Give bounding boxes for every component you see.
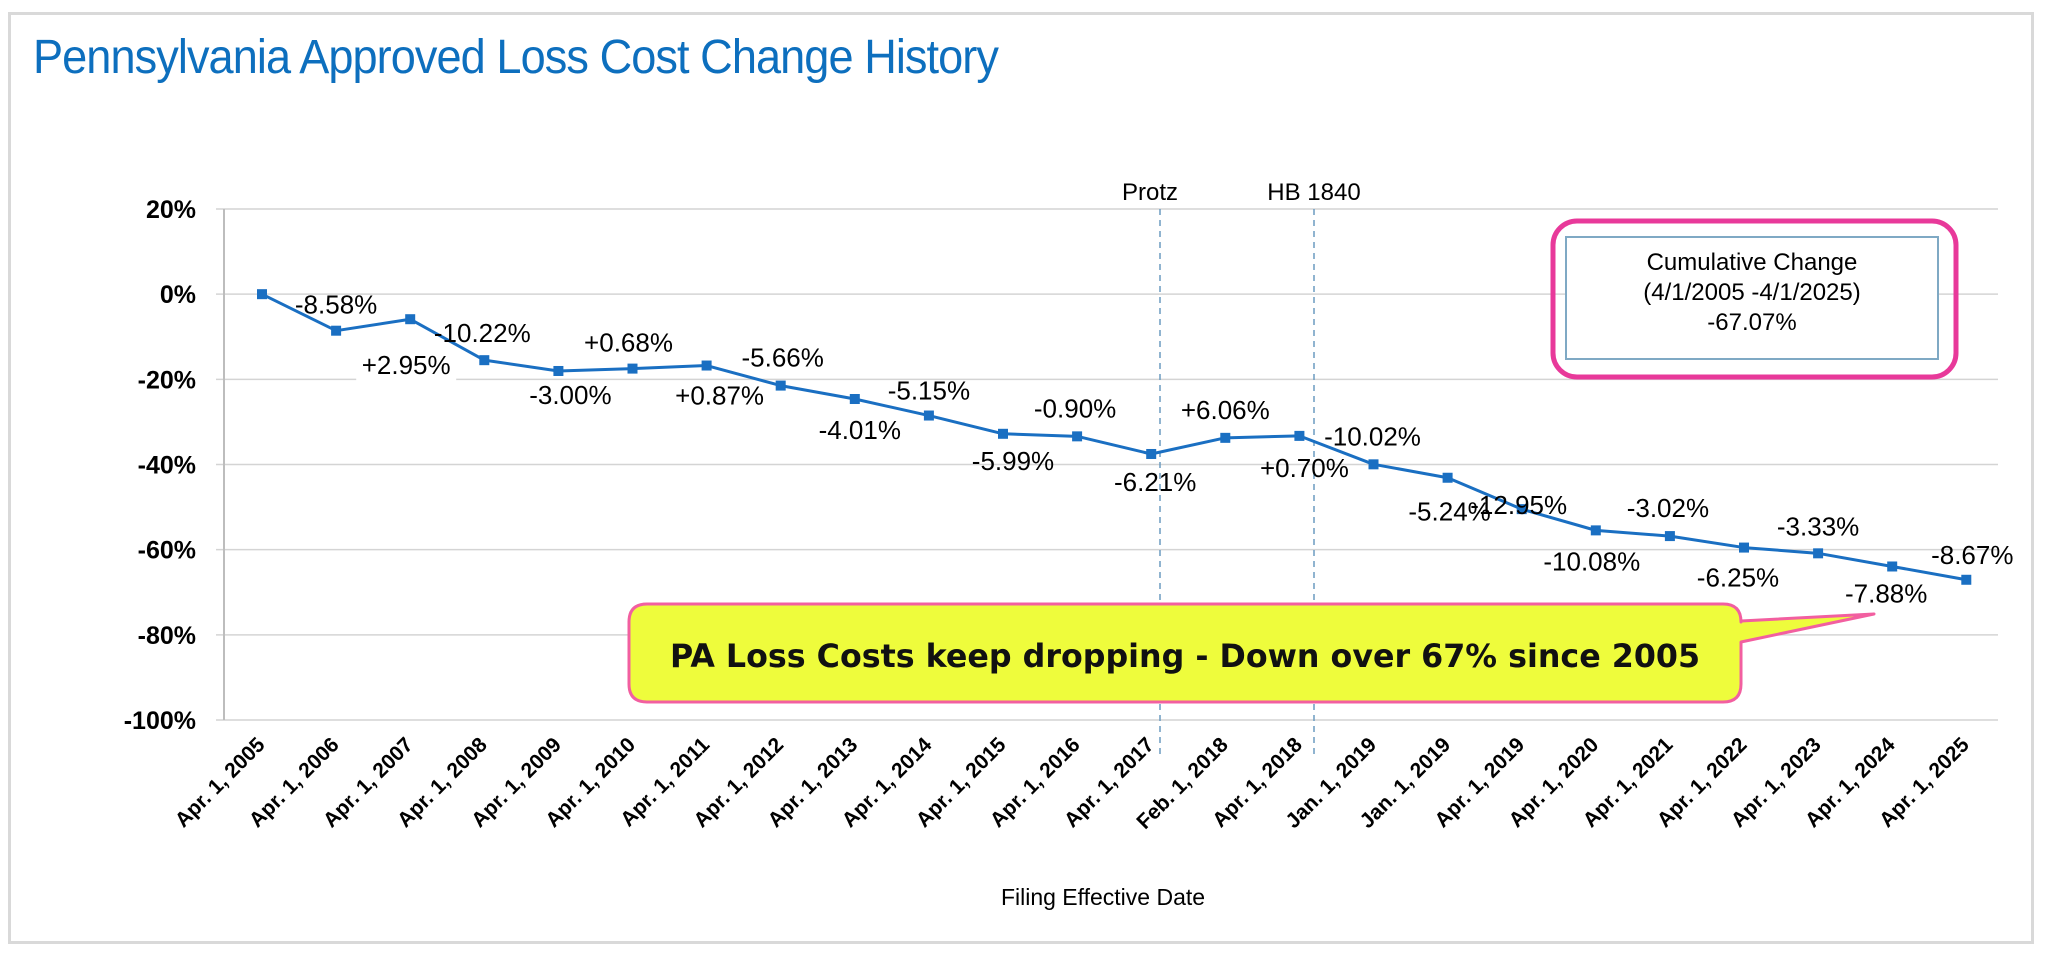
data-point [1739,542,1749,553]
data-point [553,365,564,376]
data-label: -7.88% [1845,578,1927,608]
data-label: -0.90% [1034,393,1116,423]
callout-text: PA Loss Costs keep dropping - Down over … [670,637,1700,675]
y-tick-label: -60% [138,537,196,565]
data-point [775,380,786,391]
x-axis-title: Filing Effective Date [1001,884,1205,910]
highlight-border [1550,218,1959,380]
data-point [1590,525,1601,536]
data-point [627,363,638,374]
data-labels: -8.58% +2.95%-10.22% -3.00% +0.68%+0.87% -5.… [295,290,2014,609]
data-point [1294,430,1305,441]
data-label: -5.99% [972,446,1054,476]
y-tick-label: 0% [160,281,196,309]
data-label: -3.02% [1627,493,1709,523]
data-label: -10.08% [1543,546,1640,576]
data-point [701,360,712,371]
y-tick-label: -20% [138,366,196,394]
data-label: -5.15% [888,376,970,406]
data-point [1887,561,1898,572]
data-point [998,428,1008,439]
chart-title: Pennsylvania Approved Loss Cost Change H… [33,31,999,84]
data-label: +0.70% [1260,453,1349,483]
cumulative-change-box: Cumulative Change (4/1/2005 -4/1/2025) -67… [1550,218,1959,380]
data-point [331,325,342,336]
cumulative-box-inner [1565,236,1939,360]
event-lines: Protz HB 1840 [1122,179,1361,758]
data-label: -5.66% [742,343,824,373]
data-label: -10.02% [1324,421,1421,451]
data-point [1072,431,1083,442]
event-label: Protz [1122,179,1178,206]
data-label: +6.06% [1181,395,1270,425]
callout-bubble [627,602,1876,704]
data-point [1442,472,1453,483]
cumulative-box-line: -67.07% [1707,309,1796,336]
data-label: -10.22% [434,318,531,348]
data-label-background [356,348,457,383]
data-label: -3.00% [529,380,611,410]
data-point [1813,548,1824,559]
data-label: -3.33% [1777,511,1859,541]
y-tick-label: -80% [138,622,196,650]
series-line [261,292,1967,582]
data-label: -5.24% [1408,497,1490,527]
cumulative-box-line: (4/1/2005 -4/1/2025) [1643,279,1861,306]
data-label: +0.68% [584,328,673,358]
data-point [405,314,416,325]
data-point [1146,448,1157,459]
cumulative-box-line: Cumulative Change [1647,249,1858,276]
data-point [1368,459,1379,470]
data-point [923,410,934,421]
data-label: +0.87% [675,381,764,411]
chart-frame [8,12,2034,944]
data-point [849,394,860,405]
y-tick-label: -100% [124,707,196,735]
series-line [257,289,1972,585]
data-label: -4.01% [819,415,901,445]
data-label: -12.95% [1470,490,1567,520]
data-label: -6.25% [1697,563,1779,593]
data-point [479,355,490,366]
data-point [1961,574,1972,585]
data-point [1516,504,1527,515]
y-tick-label: -40% [138,452,196,480]
y-tick-label: 20% [146,196,196,224]
data-label: -8.58% [295,290,377,320]
data-point [257,289,267,300]
event-label: HB 1840 [1267,179,1360,206]
data-label: +2.95% [362,350,451,380]
data-label: -8.67% [1931,540,2013,570]
data-point [1664,531,1675,542]
data-label: -6.21% [1114,467,1196,497]
data-point [1220,432,1231,443]
y-axis: 20% 0% -20% -40% -60% -80% -100% [124,196,225,735]
callout: PA Loss Costs keep dropping - Down over … [627,602,1876,704]
